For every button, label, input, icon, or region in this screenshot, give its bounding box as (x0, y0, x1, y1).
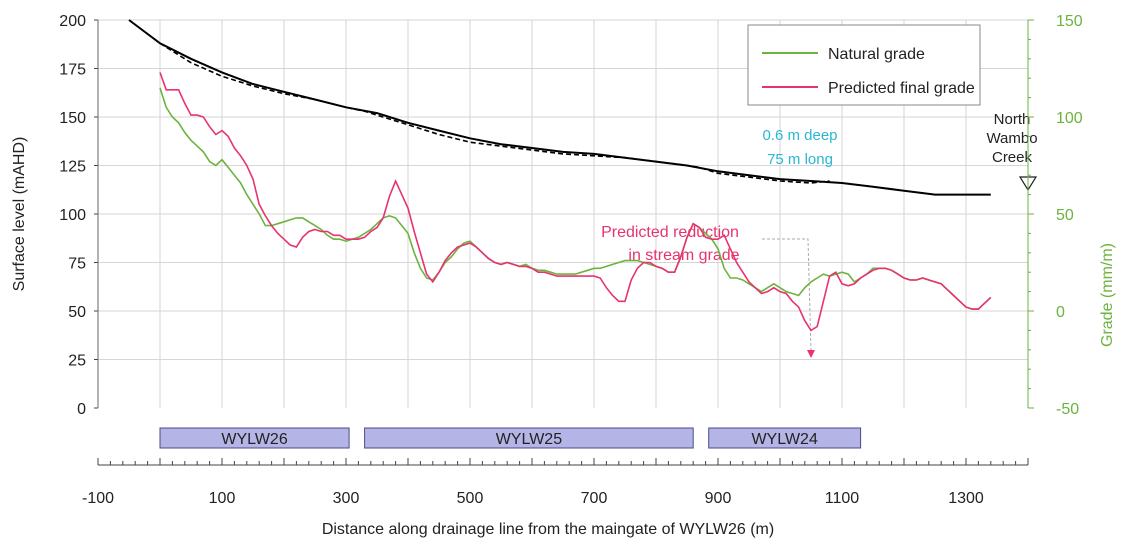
y-tick-label: 175 (59, 62, 86, 79)
endpoint-label-line1: North (994, 111, 1031, 128)
y2-tick-label: 150 (1056, 13, 1083, 30)
y2-tick-label: 0 (1056, 304, 1065, 321)
y2-axis-title: Grade (mm/m) (1099, 243, 1116, 347)
legend: Natural grade Predicted final grade (747, 24, 981, 106)
y-tick-label: 125 (59, 159, 86, 176)
y-tick-label: 200 (59, 13, 86, 30)
endpoint-label-line3: Creek (992, 149, 1033, 166)
longwall-panel (364, 427, 694, 449)
annotation-grade-reduction: Predicted reduction in stream grade (601, 224, 815, 358)
y-tick-label: 50 (68, 304, 86, 321)
annotation-leader-line (762, 238, 812, 353)
surface-natural-line (128, 19, 991, 196)
y-tick-label: 100 (59, 207, 86, 224)
legend-label-predicted: Predicted final grade (828, 80, 975, 97)
x-tick-label: 700 (581, 490, 608, 507)
legend-box (747, 24, 981, 106)
annotation-arrowhead-icon (807, 350, 815, 358)
x-tick-label: 100 (209, 490, 236, 507)
x-tick-label: 300 (333, 490, 360, 507)
x-tick-label: 900 (705, 490, 732, 507)
series-predicted-grade (159, 72, 992, 332)
longwall-panel (159, 427, 350, 449)
y2-tick-label: 50 (1056, 207, 1074, 224)
longwall-panel-label: WYLW24 (751, 431, 817, 448)
x-tick-label: 500 (457, 490, 484, 507)
panels-layer: WYLW26 WYLW25 WYLW24 (159, 427, 862, 449)
x-tick-label: 1100 (825, 490, 860, 507)
y-axis-title: Surface level (mAHD) (11, 137, 28, 292)
longwall-panel-label: WYLW25 (496, 431, 562, 448)
y-tick-label: 150 (59, 110, 86, 127)
y-tick-label: 0 (77, 401, 86, 418)
longwall-panel (708, 427, 862, 449)
endpoint-marker: North Wambo Creek (986, 111, 1038, 192)
y2-tick-label: -50 (1056, 401, 1079, 418)
legend-label-natural: Natural grade (828, 46, 925, 63)
x-tick-label: 1300 (948, 490, 984, 507)
annotation-subsidence-line2: 75 m long (767, 151, 833, 168)
y-tick-label: 25 (68, 353, 86, 370)
series-natural-grade (159, 87, 992, 310)
surface-subsided-line (159, 42, 830, 184)
endpoint-label-line2: Wambo (986, 130, 1037, 147)
y-tick-label: 75 (68, 256, 86, 273)
x-axis-title: Distance along drainage line from the ma… (322, 521, 774, 538)
axes-layer: 0 25 50 75 100 125 150 175 200 -50 0 50 100 150 -100 10… (59, 13, 1083, 507)
x-tick-label: -100 (82, 490, 114, 507)
annotation-reduction-line2: in stream grade (628, 247, 739, 264)
annotation-subsidence: 0.6 m deep 75 m long (762, 127, 837, 168)
y2-tick-label: 100 (1056, 110, 1083, 127)
longwall-panel-label: WYLW26 (221, 431, 287, 448)
series-layer (128, 19, 992, 332)
annotation-subsidence-line1: 0.6 m deep (762, 127, 837, 144)
